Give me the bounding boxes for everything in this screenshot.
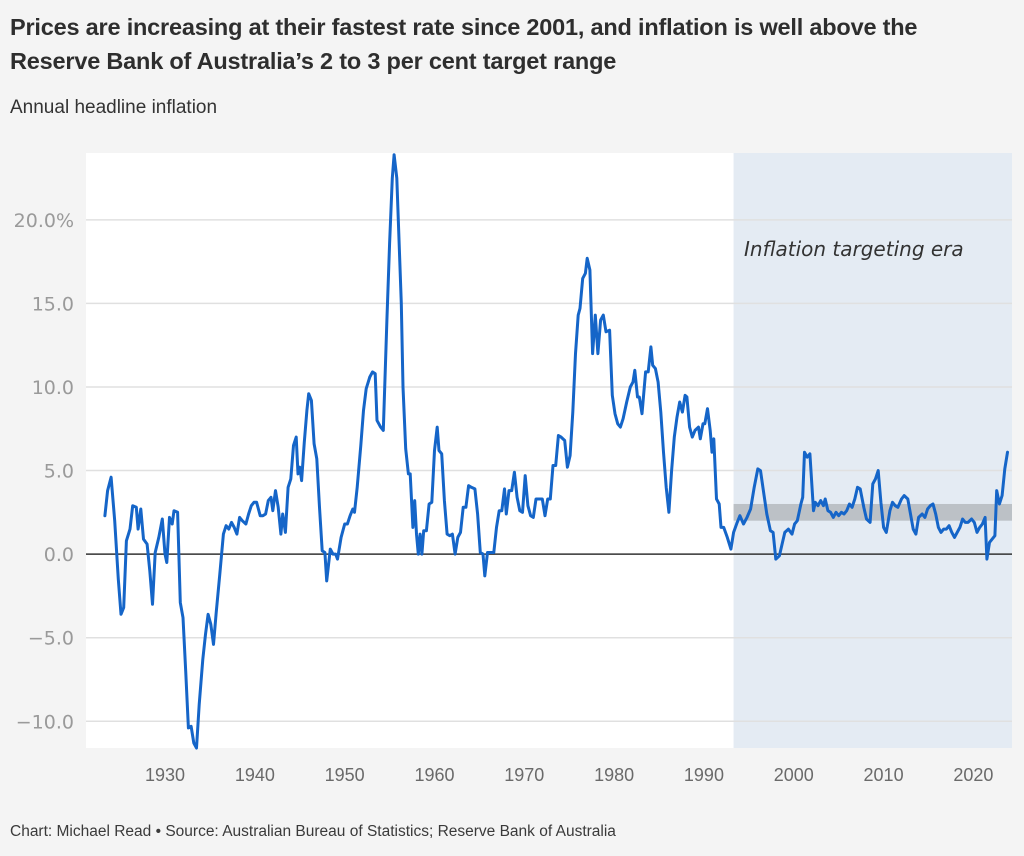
inflation-targeting-era-shade: [733, 153, 1012, 748]
y-tick-label: −5.0: [28, 628, 74, 650]
x-tick-label: 1990: [684, 765, 724, 785]
x-tick-label: 1940: [235, 765, 275, 785]
y-tick-label: 10.0: [32, 377, 74, 399]
x-tick-label: 1930: [145, 765, 185, 785]
x-tick-label: 2010: [864, 765, 904, 785]
y-tick-label: −10.0: [16, 711, 74, 733]
x-tick-label: 2020: [953, 765, 993, 785]
y-tick-label: 0.0: [44, 544, 74, 566]
chart-subtitle: Annual headline inflation: [10, 97, 218, 118]
y-axis: 20.0% 15.0 10.0 5.0 0.0 −5.0 −10.0: [14, 210, 74, 733]
x-tick-label: 2000: [774, 765, 814, 785]
era-annotation: Inflation targeting era: [744, 237, 964, 261]
x-axis: 1930 1940 1950 1960 1970 1980 1990 2000 2010 2020: [145, 765, 993, 785]
x-tick-label: 1980: [594, 765, 634, 785]
inflation-series-line: [103, 153, 1009, 750]
x-tick-label: 1970: [504, 765, 544, 785]
x-tick-label: 1950: [325, 765, 365, 785]
y-tick-label: 15.0: [32, 293, 74, 315]
target-band: [733, 503, 1012, 521]
y-tick-label: 5.0: [44, 461, 74, 483]
chart-title: Prices are increasing at their fastest r…: [10, 14, 918, 74]
chart-source-credit: Chart: Michael Read • Source: Australian…: [10, 823, 616, 840]
gridlines: [86, 219, 1012, 723]
y-tick-label: 20.0%: [14, 210, 74, 232]
x-tick-label: 1960: [414, 765, 454, 785]
